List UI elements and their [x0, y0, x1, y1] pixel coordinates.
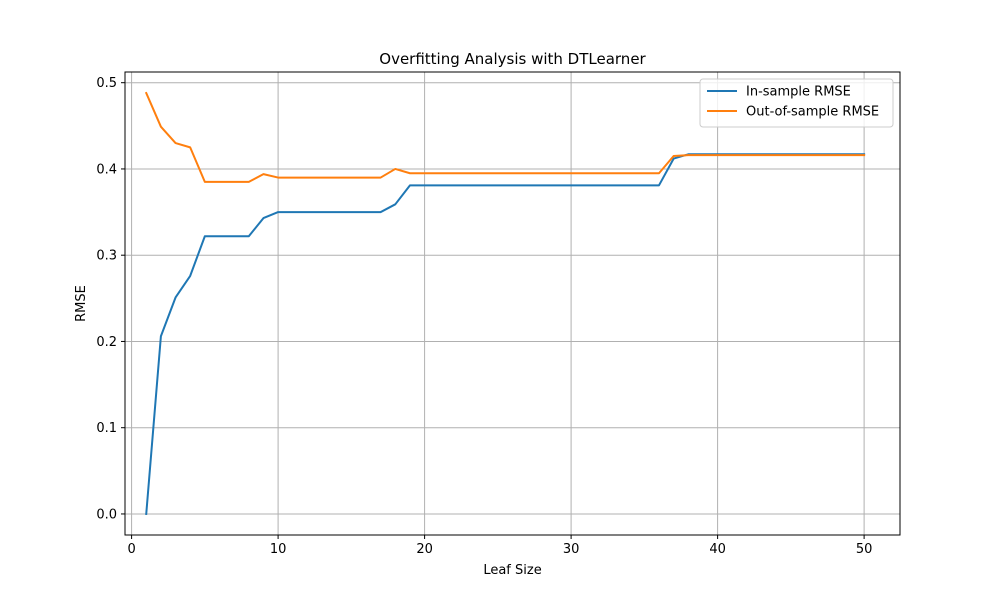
chart-title: Overfitting Analysis with DTLearner: [379, 50, 646, 68]
series-lines: [144, 91, 866, 516]
x-tick-label: 10: [270, 542, 287, 557]
x-tick-label: 50: [856, 542, 873, 557]
y-tick-label: 0.4: [96, 162, 117, 177]
y-tick-label: 0.0: [96, 507, 117, 522]
y-tick-label: 0.1: [96, 421, 117, 436]
legend-box: [699, 78, 894, 128]
legend: In-sample RMSE Out-of-sample RMSE: [699, 78, 894, 128]
plot-frame: [124, 71, 901, 536]
x-tick-label: 20: [416, 542, 433, 557]
grid-lines: [125, 72, 900, 535]
legend-label-out-of-sample: Out-of-sample RMSE: [746, 105, 879, 120]
axis-ticks: 0 10 20 30 40 50 0.0 0.1 0.2 0.3 0.4 0.5: [96, 76, 872, 557]
y-tick-label: 0.2: [96, 335, 117, 350]
legend-label-in-sample: In-sample RMSE: [746, 85, 851, 100]
y-tick-label: 0.3: [96, 249, 117, 264]
x-tick-label: 30: [563, 542, 580, 557]
x-tick-label: 40: [709, 542, 726, 557]
y-axis-label: RMSE: [74, 285, 89, 322]
y-tick-label: 0.5: [96, 76, 117, 91]
x-axis-label: Leaf Size: [483, 563, 541, 578]
x-tick-label: 0: [127, 542, 135, 557]
out-of-sample-rmse-line: [144, 91, 866, 183]
